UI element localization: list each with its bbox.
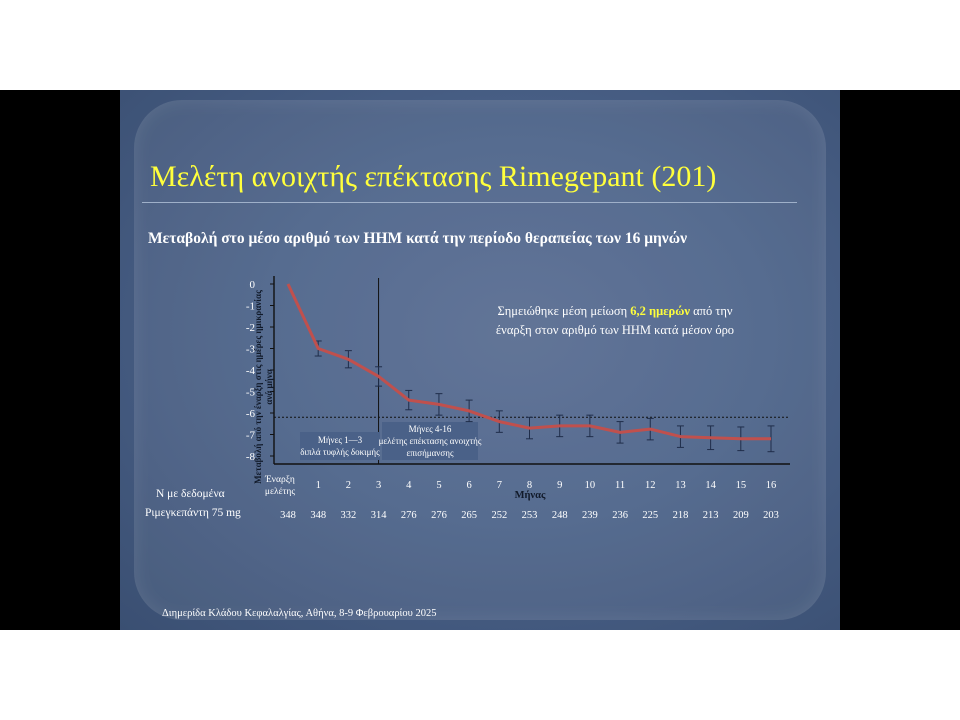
n-value: 236 [612, 510, 628, 521]
n-value: 265 [461, 510, 477, 521]
n-value: 203 [763, 510, 779, 521]
slide-title: Μελέτη ανοιχτής επέκτασης Rimegepant (20… [150, 160, 717, 193]
n-value: 253 [522, 510, 538, 521]
y-axis-label: Μεταβολή από την έναρξη στις ημέρες ημικ… [253, 290, 274, 484]
note-text-post: από την [689, 304, 733, 318]
x-tick-label: 1 [316, 480, 321, 491]
n-value: 213 [703, 510, 719, 521]
chart-subtitle: Μεταβολή στο μέσο αριθμό των ΗΗΜ κατά τη… [148, 230, 687, 247]
x-tick-label: 4 [406, 480, 412, 491]
series-line [286, 283, 771, 441]
n-value: 218 [673, 510, 689, 521]
n-value: 209 [733, 510, 749, 521]
x-tick-label: 6 [467, 480, 472, 491]
y-tick-label: -5 [246, 387, 256, 399]
x-tick-label: μελέτης [265, 487, 295, 497]
n-value: 225 [642, 510, 658, 521]
y-tick-label: 0 [250, 279, 256, 291]
screen-frame: Μελέτη ανοιχτής επέκτασης Rimegepant (20… [0, 90, 960, 630]
x-tick-label: 16 [766, 480, 777, 491]
x-tick-label: 12 [645, 480, 656, 491]
x-tick-label: 11 [615, 480, 625, 491]
n-value: 252 [491, 510, 507, 521]
n-value: 332 [341, 510, 357, 521]
n-value: 276 [431, 510, 447, 521]
note-highlight: 6,2 ημερών [630, 304, 690, 318]
phase-label-box [300, 432, 380, 460]
x-tick-label: Έναρξη [264, 475, 295, 485]
phase-label-box [382, 422, 478, 460]
line-chart: 0 -1 -2 -3 -4 -5 -6 -7 -8 Μήνες 1—3 διπλά τυφλής δ… [246, 276, 790, 521]
x-tick-label: 14 [705, 480, 716, 491]
n-value: 276 [401, 510, 417, 521]
phase-label: Μήνες 1—3 [318, 435, 363, 445]
n-value: 348 [310, 510, 326, 521]
x-tick-label: 3 [376, 480, 381, 491]
y-tick-label: -7 [246, 430, 256, 442]
drug-row-label: Ριμεγκεπάντη 75 mg [145, 507, 241, 519]
n-value: 348 [280, 510, 296, 521]
x-tick-label: 10 [585, 480, 596, 491]
x-tick-label: 13 [675, 480, 686, 491]
y-tick-label: -6 [246, 408, 256, 420]
n-with-data-label: Ν με δεδομένα [156, 488, 225, 500]
slide-footer: Διημερίδα Κλάδου Κεφαλαλγίας, Αθήνα, 8-9… [162, 608, 437, 619]
n-value: 314 [371, 510, 388, 521]
note-text-line2: έναρξη στον αριθμό των ΗΗΜ κατά μέσον όρ… [495, 323, 735, 337]
phase-label: διπλά τυφλής δοκιμής [300, 447, 380, 457]
x-tick-label: 7 [497, 480, 502, 491]
note-text-pre: Σημειώθηκε μέση μείωση [497, 304, 631, 318]
x-tick-label: 8 [527, 480, 532, 491]
phase-label: μελέτης επέκτασης ανοιχτής [379, 436, 482, 446]
x-tick-label: 15 [736, 480, 747, 491]
n-value: 248 [552, 510, 568, 521]
x-tick-label: 9 [557, 480, 562, 491]
x-axis-label: Μήνας [515, 489, 546, 501]
summary-note: Σημειώθηκε μέση μείωση 6,2 ημερών από τη… [465, 302, 765, 340]
title-divider [142, 202, 797, 203]
presentation-slide: Μελέτη ανοιχτής επέκτασης Rimegepant (20… [120, 90, 840, 630]
y-tick-label: -1 [246, 301, 255, 313]
y-tick-label: -4 [246, 365, 256, 377]
x-tick-label: 5 [436, 480, 441, 491]
y-tick-label: -8 [246, 451, 256, 463]
slide-panel [134, 100, 826, 620]
y-tick-label: -2 [246, 322, 255, 334]
x-tick-label: 2 [346, 480, 351, 491]
phase-label: Μήνες 4-16 [409, 424, 452, 434]
phase-label: επισήμανσης [406, 448, 453, 458]
n-value: 239 [582, 510, 598, 521]
y-tick-label: -3 [246, 344, 256, 356]
